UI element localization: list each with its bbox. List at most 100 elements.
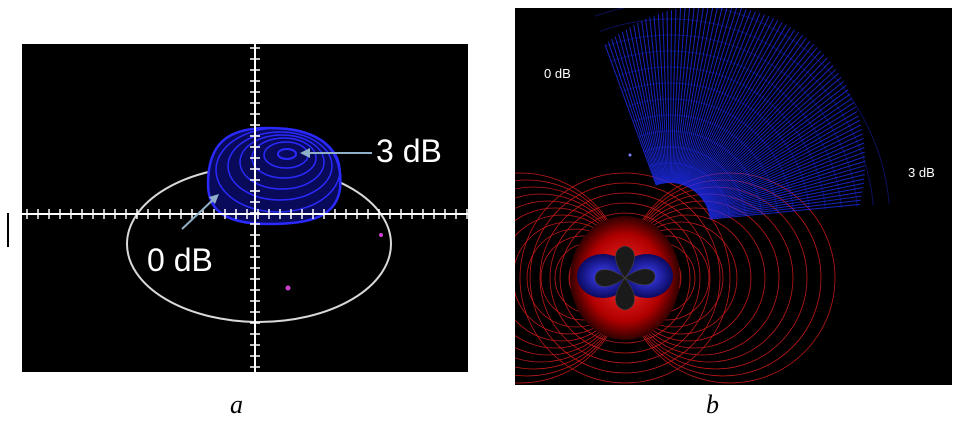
- beam-line: [704, 115, 859, 204]
- beam-arc: [594, 8, 890, 204]
- label-0db: 0 dB: [544, 66, 571, 81]
- arrow-0db: [181, 195, 218, 230]
- beam-line: [604, 44, 657, 186]
- beam-line: [707, 160, 866, 212]
- beam-line: [709, 195, 862, 218]
- beam-arc: [632, 114, 779, 214]
- x-axis-ticks: [26, 209, 468, 219]
- beam-line: [708, 165, 866, 213]
- beam-line: [673, 8, 695, 184]
- beam-arc: [649, 162, 731, 218]
- beam-line: [633, 24, 664, 184]
- mesh-ring: [549, 202, 701, 354]
- beam-line: [697, 61, 831, 195]
- beam-line: [700, 80, 845, 199]
- beam-line: [709, 187, 864, 217]
- beam-line: [693, 37, 807, 192]
- beam-line: [673, 8, 691, 184]
- beam-line: [662, 12, 670, 184]
- beam-line: [700, 76, 842, 198]
- marker-dot: [379, 233, 383, 237]
- marker-dot: [628, 153, 632, 157]
- beam-line: [611, 39, 659, 186]
- beam-line: [674, 8, 700, 184]
- beam-line: [699, 72, 840, 197]
- mesh-ring: [559, 212, 691, 344]
- beam-line: [707, 147, 865, 210]
- marker-dot: [285, 285, 291, 291]
- beam-line: [689, 22, 783, 189]
- mesh-ring: [529, 182, 721, 374]
- beam-line: [685, 12, 761, 187]
- beam-line: [682, 8, 747, 186]
- beam-line: [703, 106, 856, 203]
- caption-b: b: [706, 390, 719, 419]
- beam-line: [695, 47, 818, 193]
- beam-line: [683, 10, 752, 186]
- beam-line: [691, 32, 800, 191]
- beam-line: [688, 20, 779, 188]
- beam-line: [607, 41, 658, 186]
- beam-line: [621, 31, 661, 185]
- beam-line: [689, 24, 787, 189]
- beam-line: [649, 17, 667, 184]
- beam-line: [676, 8, 709, 184]
- beam-line: [705, 124, 862, 206]
- mesh-ring: [519, 172, 731, 384]
- contour-ring: [215, 127, 341, 213]
- beam-line: [679, 8, 728, 185]
- contour-ring: [227, 131, 333, 201]
- contour-outer: [206, 126, 342, 226]
- beam-line: [671, 8, 682, 184]
- beam-line: [675, 8, 704, 184]
- beam-line: [614, 36, 660, 185]
- beam-line: [678, 8, 723, 185]
- beam-line: [629, 27, 663, 184]
- beam-line: [641, 20, 665, 184]
- beam-line: [691, 29, 796, 190]
- beam-line: [699, 68, 837, 197]
- beam-line: [705, 128, 863, 206]
- beam-line: [708, 178, 865, 215]
- label-0db: 0 dB: [147, 242, 213, 278]
- beam-line: [709, 182, 864, 216]
- beam-line: [706, 133, 863, 207]
- panel-a-contour-plot: 3 dB 0 dB: [22, 44, 468, 372]
- mesh-ring: [539, 192, 711, 364]
- beam-line: [694, 40, 811, 192]
- beam-line: [680, 8, 733, 185]
- beam-arc: [616, 66, 826, 210]
- beam-line: [701, 85, 847, 199]
- beam-line: [681, 8, 738, 185]
- panel-b-svg: [515, 8, 890, 384]
- beam-line: [677, 8, 714, 184]
- beam-line: [706, 142, 865, 209]
- beam-line: [703, 102, 855, 202]
- contour-ring: [239, 134, 325, 190]
- beam-line: [682, 8, 742, 186]
- beam-line: [695, 50, 821, 194]
- contour-lobe: [206, 126, 342, 226]
- beam-line: [672, 8, 686, 184]
- beam-line: [692, 34, 803, 191]
- label-3db: 3 dB: [908, 165, 935, 180]
- beam-line: [707, 151, 866, 210]
- beam-line: [702, 97, 853, 201]
- beam-line: [687, 17, 774, 188]
- beam-line: [697, 57, 828, 195]
- contour-peak: [277, 148, 297, 160]
- beam-line: [708, 169, 866, 213]
- beam-line: [686, 16, 770, 188]
- label-3db: 3 dB: [376, 133, 442, 169]
- beam-line: [704, 110, 858, 203]
- beam-line: [618, 33, 660, 185]
- beam-line: [706, 138, 864, 208]
- arrow-0db-head: [209, 194, 219, 204]
- beam-line: [696, 54, 825, 194]
- arrow-3db-head: [300, 148, 310, 158]
- core-petals: [594, 245, 656, 311]
- y-axis-ticks: [250, 47, 260, 368]
- beam-line: [704, 119, 861, 205]
- beam-arc: [643, 146, 747, 217]
- beam-line: [657, 14, 669, 184]
